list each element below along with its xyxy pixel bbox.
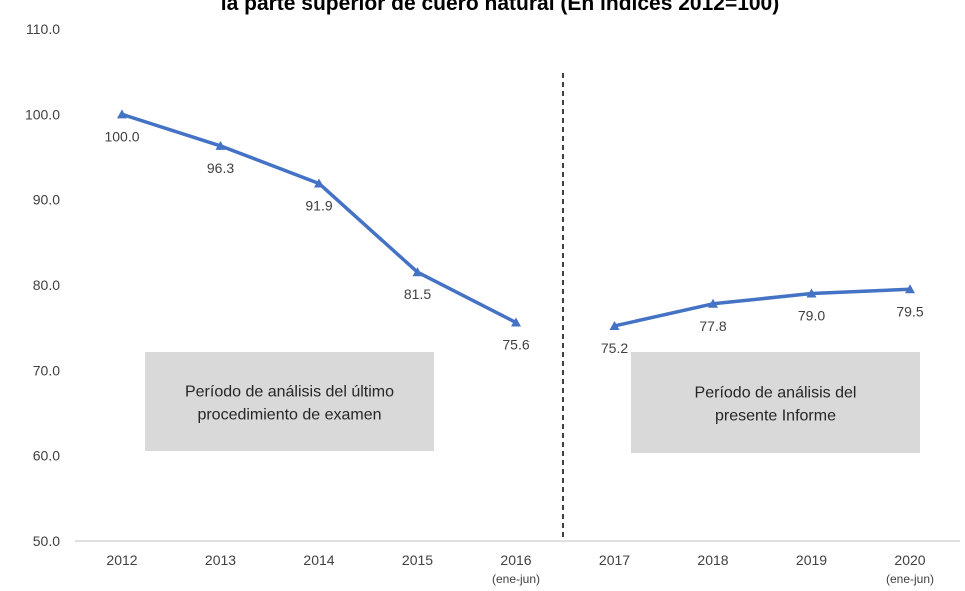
x-tick-label: 2013 (205, 552, 236, 568)
y-tick-label: 80.0 (33, 277, 60, 293)
point-marker (511, 317, 521, 327)
x-tick-sublabel: (ene-jun) (492, 572, 540, 586)
data-label: 77.8 (699, 318, 726, 334)
point-marker (117, 109, 127, 119)
series-line (121, 112, 517, 325)
x-tick-label: 2018 (697, 552, 728, 568)
x-tick-label: 2015 (402, 552, 433, 568)
annotation-text: presente Informe (715, 408, 836, 425)
data-label: 100.0 (104, 128, 139, 144)
y-tick-label: 60.0 (33, 448, 60, 464)
data-label: 79.0 (798, 308, 825, 324)
series-line (614, 287, 911, 328)
point-marker (215, 140, 226, 150)
data-label: 79.5 (896, 303, 923, 319)
x-tick-label: 2017 (599, 552, 630, 568)
data-label: 75.6 (502, 337, 529, 353)
x-tick-label: 2014 (303, 552, 334, 568)
data-label: 81.5 (404, 286, 431, 302)
y-tick-label: 110.0 (26, 21, 60, 37)
x-tick-label: 2020 (894, 552, 925, 568)
point-marker (806, 288, 817, 298)
point-marker (905, 284, 915, 294)
annotation-box (145, 352, 434, 451)
x-tick-label: 2012 (106, 552, 137, 568)
data-label: 91.9 (305, 197, 332, 213)
y-tick-label: 50.0 (33, 533, 60, 549)
annotation-text: Período de análisis del último (185, 384, 394, 401)
y-tick-label: 90.0 (33, 192, 60, 208)
point-marker (708, 298, 718, 308)
y-tick-label: 100.0 (25, 106, 60, 122)
data-label: 96.3 (207, 160, 234, 176)
chart-title: la parte superior de cuero natural (En í… (221, 0, 779, 15)
x-tick-sublabel: (ene-jun) (886, 572, 934, 586)
point-marker (609, 320, 620, 330)
annotation-box (631, 352, 920, 453)
point-marker (412, 267, 423, 277)
data-label: 75.2 (601, 340, 628, 356)
y-tick-label: 70.0 (33, 362, 60, 378)
x-tick-label: 2016 (500, 552, 531, 568)
annotation-text: Período de análisis del (695, 385, 857, 402)
x-tick-label: 2019 (796, 552, 827, 568)
point-marker (314, 178, 324, 188)
annotation-text: procedimiento de examen (197, 407, 381, 424)
